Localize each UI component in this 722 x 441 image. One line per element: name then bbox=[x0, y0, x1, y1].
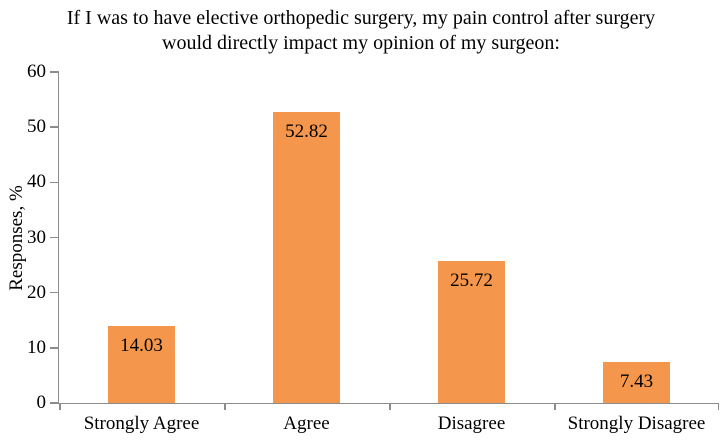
bar bbox=[108, 325, 175, 403]
y-axis-tick-label: 20 bbox=[27, 281, 46, 303]
x-category-label: Agree bbox=[283, 413, 330, 434]
bar bbox=[603, 362, 670, 403]
x-category-label: Strongly Disagree bbox=[567, 413, 706, 434]
x-axis-tick bbox=[389, 403, 391, 410]
y-axis-tick bbox=[50, 291, 59, 294]
y-axis-tick-label: 60 bbox=[27, 61, 46, 82]
x-axis-tick bbox=[554, 403, 556, 410]
y-axis-tick bbox=[50, 347, 59, 349]
y-axis-tick-label: 30 bbox=[27, 226, 46, 248]
x-axis-tick bbox=[59, 403, 61, 410]
plot-area: 0 10 20 30 40 50 60 14.03 Strongly Agree 52.82 Agr… bbox=[27, 61, 719, 434]
x-category-label: Strongly Agree bbox=[83, 413, 200, 434]
x-axis-tick bbox=[717, 403, 719, 410]
y-axis-tick-label: 10 bbox=[27, 336, 46, 358]
y-axis-tick bbox=[50, 181, 59, 184]
x-category-label: Disagree bbox=[437, 413, 506, 434]
bar-value-label: 14.03 bbox=[120, 334, 163, 356]
bar-value-label: 7.43 bbox=[619, 371, 654, 392]
x-axis-tick bbox=[224, 403, 226, 410]
chart-title: If I was to have elective orthopedic sur… bbox=[66, 7, 656, 54]
y-axis-tick-label: 0 bbox=[36, 392, 47, 413]
y-axis-tick bbox=[50, 402, 59, 404]
y-axis-tick bbox=[50, 71, 59, 73]
bar-value-label: 25.72 bbox=[450, 270, 493, 292]
bar bbox=[273, 111, 340, 403]
y-axis-tick-label: 50 bbox=[27, 116, 46, 138]
y-axis-tick bbox=[50, 236, 59, 239]
y-axis-tick-label: 40 bbox=[27, 171, 46, 193]
y-axis-tick bbox=[50, 126, 59, 128]
bar-value-label: 52.82 bbox=[285, 120, 328, 142]
bar bbox=[438, 261, 505, 403]
